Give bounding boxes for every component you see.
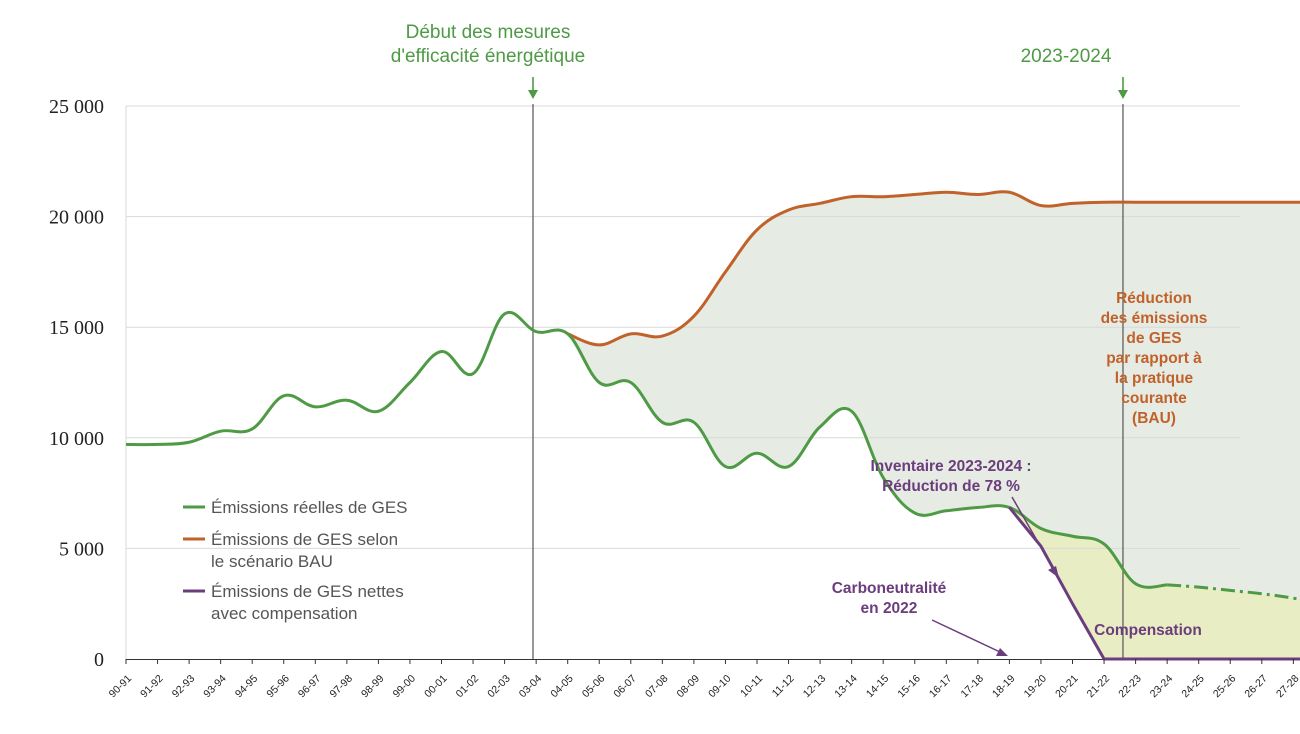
- bau-line: [567, 190, 1300, 347]
- x-tick-label: 17-18: [958, 673, 986, 701]
- x-tick-label: 10-11: [738, 673, 765, 700]
- annotation-inventory-line1: Inventaire 2023-2024 :: [870, 458, 1031, 475]
- x-tick-label: 02-03: [485, 673, 513, 701]
- annotation-carbon-line2: en 2022: [861, 600, 918, 617]
- x-tick-label: 26-27: [1242, 673, 1270, 701]
- annotation-inventory: Inventaire 2023-2024 : Réduction de 78 %: [870, 458, 1031, 495]
- annotation-compensation: Compensation: [1094, 622, 1202, 639]
- x-tick-label: 15-16: [895, 673, 923, 701]
- legend-label-net-line2: avec compensation: [211, 604, 357, 623]
- x-tick-label: 19-20: [1022, 673, 1050, 701]
- annotation-carbon-arrowhead: [996, 648, 1008, 656]
- x-tick-label: 94-95: [233, 673, 261, 701]
- x-tick-label: 90-91: [107, 673, 135, 701]
- annotation-inventory-arrow: [1011, 496, 1055, 571]
- x-tick-label: 24-25: [1179, 673, 1207, 701]
- actual-emissions-line: [125, 310, 1168, 589]
- y-tick-label: 20 000: [49, 207, 104, 229]
- x-tick-label: 22-23: [1116, 673, 1144, 701]
- y-tick-label: 5 000: [59, 538, 104, 560]
- annotation-bau-reduction: Réduction des émissions de GES par rappo…: [1101, 290, 1208, 427]
- x-tick-label: 03-04: [517, 673, 545, 701]
- x-tick-label: 98-99: [359, 673, 387, 701]
- legend: Émissions réelles de GES Émissions de GE…: [183, 498, 408, 623]
- marker-arrowhead: [1117, 90, 1128, 99]
- annotation-bau-line: courante: [1121, 390, 1187, 407]
- annotation-bau-line: Réduction: [1116, 290, 1192, 307]
- annotation-bau-line: des émissions: [1101, 310, 1208, 327]
- annotation-carbon-line1: Carboneutralité: [832, 580, 947, 597]
- x-tick-label: 08-09: [675, 673, 703, 701]
- x-tick-label: 25-26: [1211, 673, 1239, 701]
- y-tick-label: 10 000: [49, 428, 104, 450]
- x-tick-label: 95-96: [264, 673, 292, 701]
- annotation-bau-line: par rapport à: [1106, 350, 1202, 367]
- x-tick-label: 07-08: [643, 673, 671, 701]
- annotation-carbon-neutral: Carboneutralité en 2022: [832, 580, 947, 617]
- marker-label-2023-2024: 2023-2024: [1021, 46, 1112, 67]
- legend-label-net-line1: Émissions de GES nettes: [211, 582, 404, 601]
- marker-arrowhead: [527, 90, 538, 99]
- marker-label-start-line1: Début des mesures: [406, 22, 571, 43]
- x-tick-label: 00-01: [422, 673, 450, 701]
- x-tick-label: 01-02: [454, 673, 482, 701]
- y-tick-label: 15 000: [49, 317, 104, 339]
- x-tick-label: 23-24: [1148, 673, 1176, 701]
- x-tick-label: 09-10: [706, 673, 734, 701]
- x-tick-label: 91-92: [138, 673, 166, 701]
- y-tick-label: 25 000: [49, 96, 104, 118]
- reduction-area: [567, 191, 1300, 600]
- x-tick-label: 96-97: [296, 673, 324, 701]
- annotation-inventory-arrowhead: [1048, 566, 1059, 578]
- x-tick-label: 97-98: [327, 673, 355, 701]
- annotation-bau-line: la pratique: [1115, 370, 1194, 387]
- annotation-inventory-line2: Réduction de 78 %: [882, 478, 1020, 495]
- x-tick-label: 14-15: [864, 673, 892, 701]
- x-tick-label: 05-06: [580, 673, 608, 701]
- x-tick-label: 04-05: [548, 673, 576, 701]
- annotation-bau-line: (BAU): [1132, 410, 1176, 427]
- x-tick-label: 16-17: [927, 673, 955, 701]
- x-tick-label: 99-00: [391, 673, 419, 701]
- x-tick-label: 11-12: [770, 673, 797, 700]
- x-tick-label: 21-22: [1085, 673, 1113, 701]
- y-tick-label: 0: [94, 649, 104, 671]
- marker-label-start-line2: d'efficacité énergétique: [391, 46, 585, 67]
- compensation-area: [1009, 507, 1300, 659]
- x-tick-label: 20-21: [1053, 673, 1081, 701]
- annotation-carbon-arrow: [931, 619, 1001, 653]
- actual-emissions-projection-line: [1167, 583, 1300, 601]
- legend-label-bau-line2: le scénario BAU: [211, 552, 333, 571]
- legend-label-bau-line1: Émissions de GES selon: [211, 530, 398, 549]
- x-tick-label: 18-19: [990, 673, 1018, 701]
- x-tick-label: 93-94: [201, 673, 229, 701]
- x-tick-label: 92-93: [170, 673, 198, 701]
- annotation-bau-line: de GES: [1126, 330, 1181, 347]
- legend-label-actual: Émissions réelles de GES: [211, 498, 408, 517]
- x-tick-label: 12-13: [801, 673, 829, 701]
- x-tick-label: 13-14: [832, 673, 860, 701]
- x-tick-label: 06-07: [611, 673, 639, 701]
- x-tick-label: 27-28: [1274, 673, 1300, 701]
